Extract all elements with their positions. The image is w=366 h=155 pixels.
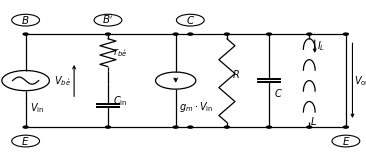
Circle shape — [188, 126, 193, 128]
Text: $B'$: $B'$ — [102, 14, 114, 26]
Circle shape — [23, 126, 28, 128]
Text: $I_L$: $I_L$ — [317, 40, 325, 53]
Text: $V_{\rm out}$: $V_{\rm out}$ — [354, 74, 366, 88]
Circle shape — [224, 33, 229, 35]
Text: $C$: $C$ — [186, 14, 195, 26]
Circle shape — [173, 33, 178, 35]
Text: $R$: $R$ — [232, 68, 240, 80]
Circle shape — [307, 126, 312, 128]
Text: $r_{b\'e}$: $r_{b\'e}$ — [113, 46, 128, 59]
Circle shape — [188, 33, 193, 35]
Circle shape — [173, 126, 178, 128]
Text: $B$: $B$ — [21, 14, 30, 26]
Circle shape — [266, 126, 272, 128]
Text: $V_{\rm in}$: $V_{\rm in}$ — [30, 102, 44, 115]
Text: $V_{b\'e}$: $V_{b\'e}$ — [53, 74, 70, 88]
Text: $E$: $E$ — [21, 135, 30, 147]
Circle shape — [343, 33, 348, 35]
Text: $C$: $C$ — [274, 87, 283, 99]
Circle shape — [105, 126, 111, 128]
Circle shape — [307, 33, 312, 35]
Circle shape — [224, 126, 229, 128]
Circle shape — [105, 33, 111, 35]
Text: $g_m \cdot V_{\rm in}$: $g_m \cdot V_{\rm in}$ — [179, 100, 214, 114]
Text: $C_{\rm in}$: $C_{\rm in}$ — [113, 94, 127, 108]
Circle shape — [23, 33, 28, 35]
Text: $L$: $L$ — [310, 115, 317, 127]
Circle shape — [343, 126, 348, 128]
Circle shape — [266, 33, 272, 35]
Text: $E$: $E$ — [341, 135, 350, 147]
